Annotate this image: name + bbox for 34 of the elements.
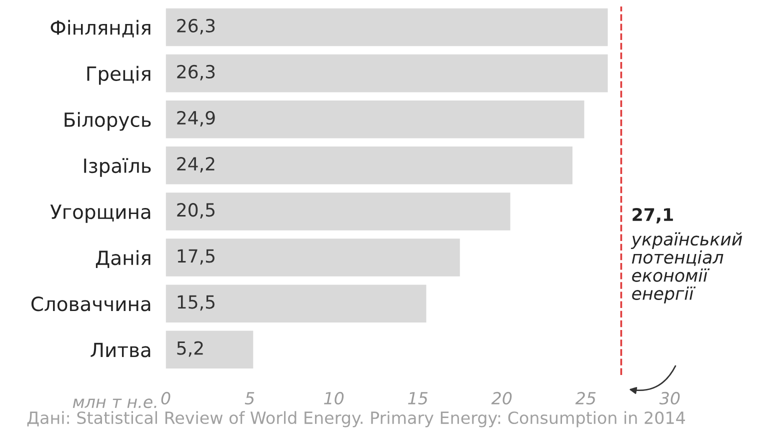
x-tick-label: 5 [244,392,254,405]
x-tick-label: 20 [491,392,512,405]
text: Дані: Statistical Review of World Energy. Primary Energy: Consumption in 2014 [27,411,685,428]
y-tick-label: Ізраїль [84,158,151,177]
data-label: 24,9 [177,110,215,126]
y-tick-label: Угорщина [50,204,150,223]
y-tick-label: Греція [87,66,150,85]
y-tick-label: Данія [96,250,150,268]
data-label: 15,5 [178,295,214,311]
bar [166,8,608,46]
data-label: 26,3 [177,64,215,80]
x-tick-label: 10 [324,392,344,405]
y-tick-label: Литва [90,342,150,358]
x-axis-title: млн т н.е. [72,398,156,408]
ref-line-label: 27,1 український потенціал економії енергії [630,208,742,304]
x-tick-label: 0 [161,392,170,405]
data-label: 20,5 [177,203,214,219]
bar [166,100,584,138]
y-tick-label: Білорусь [64,112,151,131]
x-tick-label: 25 [575,392,596,405]
bar [166,238,460,276]
x-tick-label: 15 [408,392,428,405]
bar [166,54,608,92]
bar [166,284,426,322]
data-label: 26,3 [177,18,215,34]
bar [166,330,254,369]
bar [166,146,572,184]
x-tick-label: 30 [659,392,680,405]
y-tick-label: Фінляндія [50,20,150,38]
data-label: 5,2 [177,341,203,357]
y-tick-label: Словаччина [31,296,150,312]
data-label: 24,2 [177,157,214,172]
data-label: 17,5 [178,249,214,265]
bar [166,192,510,230]
